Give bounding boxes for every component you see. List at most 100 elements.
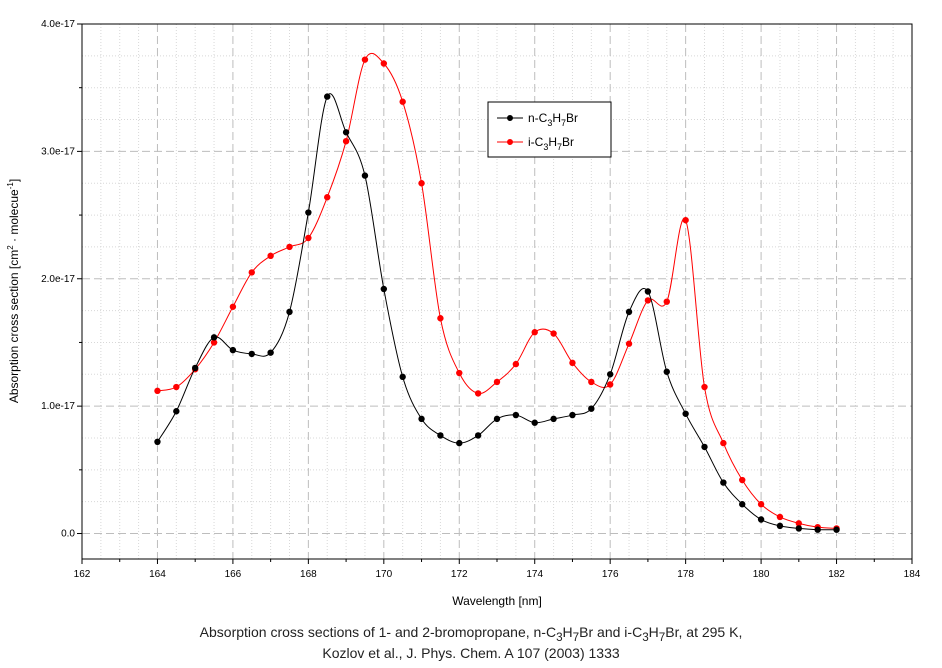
data-point	[324, 93, 331, 100]
data-point	[606, 371, 614, 378]
data-point	[701, 383, 708, 391]
data-point	[757, 516, 765, 523]
data-point	[286, 243, 293, 251]
data-point	[399, 373, 406, 381]
y-tick-label: 2.0e-17	[41, 274, 75, 285]
data-point	[569, 359, 576, 367]
series-n-C3H7Br	[154, 93, 840, 533]
data-point	[267, 349, 274, 356]
data-point	[625, 340, 633, 347]
data-point	[361, 56, 369, 63]
data-point	[833, 526, 840, 533]
legend-box	[487, 101, 612, 158]
data-point	[512, 411, 520, 419]
data-point	[267, 252, 274, 260]
x-tick-label: 172	[451, 569, 468, 580]
data-point	[795, 520, 803, 527]
data-point	[569, 411, 576, 419]
legend-label-i: i-C3H7Br	[528, 135, 574, 152]
data-point	[720, 479, 727, 486]
data-point	[210, 334, 218, 341]
data-point	[739, 501, 746, 508]
data-point	[380, 285, 388, 293]
data-point	[512, 360, 520, 368]
data-point	[757, 501, 765, 508]
data-point	[361, 172, 369, 179]
chart: 162 164 166 168 170 172 174 176 178 180 182 184 0.0…	[6, 19, 921, 608]
major-grid	[82, 24, 912, 559]
legend-marker-i	[507, 139, 513, 145]
data-point	[474, 390, 482, 397]
data-point	[248, 350, 255, 358]
data-point	[644, 297, 652, 304]
legend-label-n: n-C3H7Br	[528, 111, 578, 128]
caption-line-2: Kozlov et al., J. Phys. Chem. A 107 (200…	[322, 645, 620, 661]
data-point	[531, 419, 538, 426]
data-point	[437, 432, 444, 439]
x-tick-label: 182	[828, 569, 845, 580]
data-point	[550, 330, 557, 337]
data-point	[625, 308, 633, 316]
data-point	[210, 339, 218, 346]
data-point	[248, 269, 255, 276]
data-point	[776, 522, 784, 530]
x-tick-label: 164	[149, 569, 166, 580]
x-tick-label: 166	[225, 569, 242, 580]
data-point	[437, 315, 444, 322]
data-point	[682, 410, 689, 417]
data-point	[191, 364, 199, 372]
data-point	[173, 408, 180, 415]
x-tick-label: 176	[602, 569, 619, 580]
data-point	[154, 438, 161, 446]
y-axis: 0.0 1.0e-17 2.0e-17 3.0e-17 4.0e-17	[41, 19, 82, 540]
data-point	[682, 216, 689, 224]
y-tick-label: 4.0e-17	[41, 19, 75, 30]
data-point	[342, 137, 350, 145]
x-tick-label: 168	[300, 569, 317, 580]
x-tick-label: 178	[677, 569, 694, 580]
data-point	[814, 526, 821, 533]
x-tick-label: 162	[74, 569, 91, 580]
data-point	[795, 525, 803, 532]
caption-line-1: Absorption cross sections of 1- and 2-br…	[199, 624, 743, 644]
data-point	[229, 303, 237, 310]
data-point	[663, 298, 670, 305]
data-point	[493, 378, 501, 386]
series-layer	[154, 52, 840, 533]
data-point	[720, 439, 727, 447]
x-axis: 162 164 166 168 170 172 174 176 178 180 182 184	[74, 559, 921, 580]
data-point	[474, 432, 482, 439]
x-tick-label: 174	[526, 569, 543, 580]
y-tick-label: 3.0e-17	[41, 146, 75, 157]
x-tick-label: 184	[904, 569, 921, 580]
y-tick-label: 0.0	[61, 529, 75, 540]
x-tick-label: 180	[753, 569, 770, 580]
data-point	[399, 98, 406, 105]
data-point	[588, 378, 595, 386]
x-tick-label: 170	[375, 569, 392, 580]
data-point	[701, 443, 708, 451]
legend: n-C3H7Br i-C3H7Br	[487, 101, 612, 158]
data-point	[456, 439, 463, 447]
data-point	[663, 368, 670, 375]
data-point	[173, 383, 180, 391]
data-point	[305, 209, 312, 216]
y-tick-label: 1.0e-17	[41, 401, 75, 412]
data-point	[305, 234, 312, 242]
data-point	[776, 513, 784, 521]
data-point	[324, 194, 331, 201]
data-point	[644, 288, 652, 295]
legend-marker-n	[507, 115, 513, 121]
data-point	[286, 308, 293, 316]
data-point	[342, 129, 350, 136]
data-point	[606, 381, 614, 388]
y-axis-label: Absorption cross section [cm2 · molecue-…	[6, 179, 21, 403]
data-point	[588, 405, 595, 412]
data-point	[739, 476, 746, 484]
data-point	[418, 180, 425, 187]
data-point	[550, 415, 557, 423]
data-point	[380, 60, 388, 67]
data-point	[493, 415, 501, 423]
series-line	[157, 93, 837, 531]
x-axis-label: Wavelength [nm]	[452, 594, 542, 608]
